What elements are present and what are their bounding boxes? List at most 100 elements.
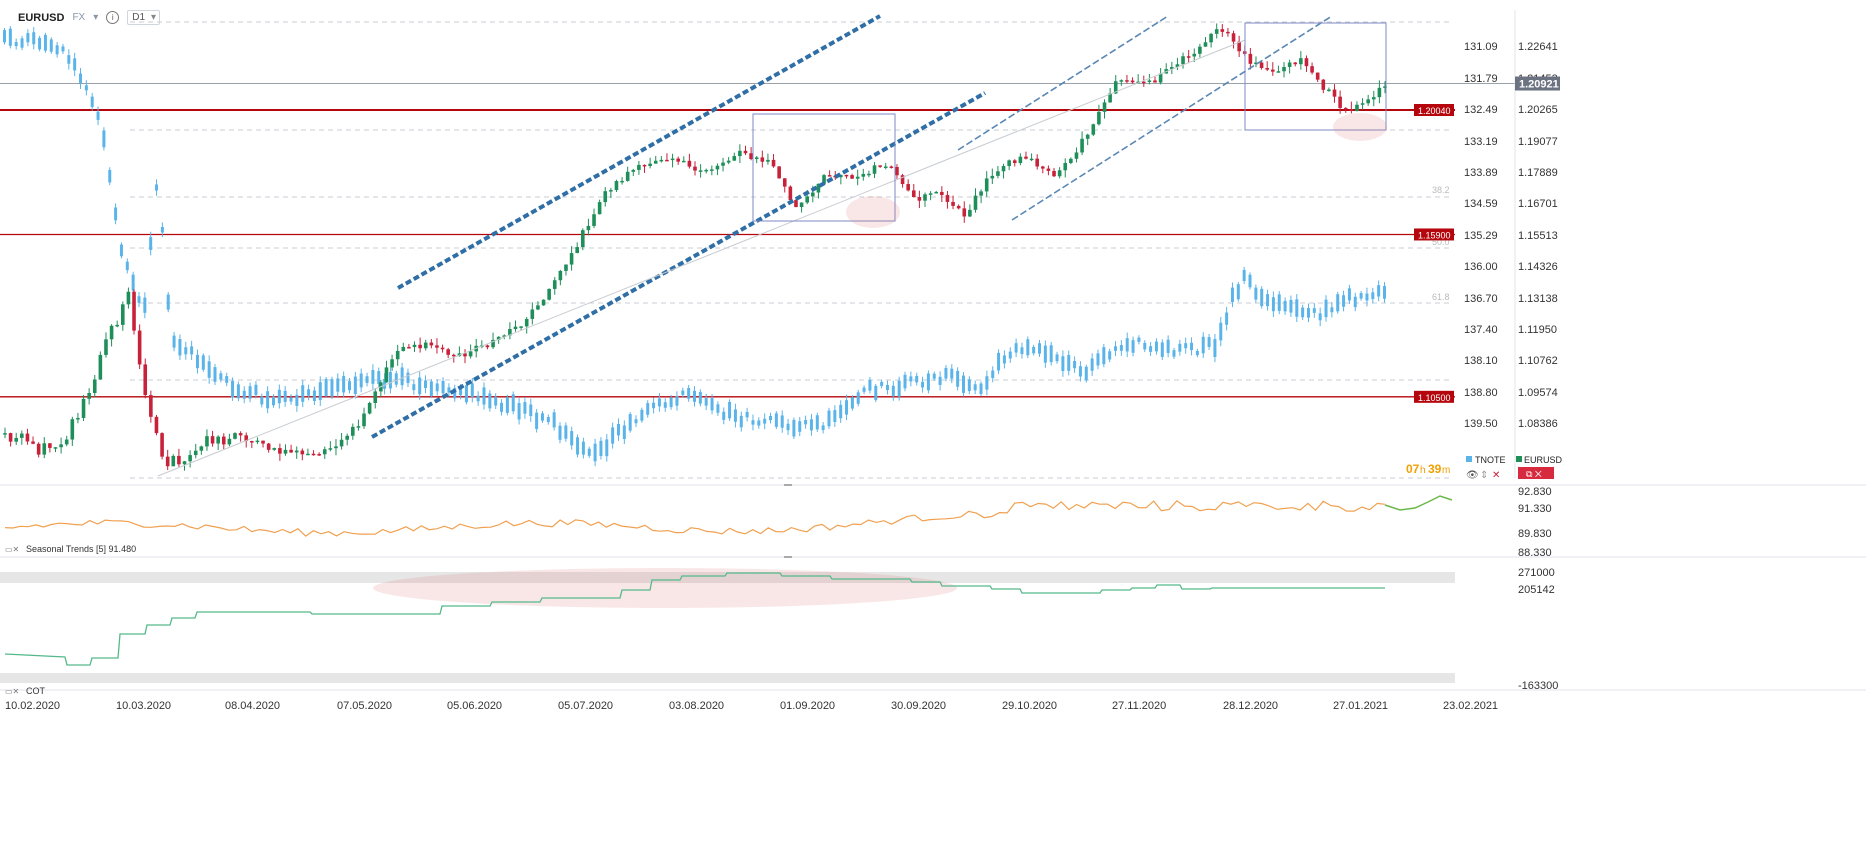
eurusd-axis-label: 1.15513 [1518,230,1558,242]
eurusd-candle [1321,79,1326,90]
channel-line-lower-2 [1011,15,1333,221]
eurusd-candle [653,160,658,164]
eurusd-candle [956,205,961,209]
eurusd-candle [1024,156,1028,159]
eurusd-candle [149,395,153,417]
eurusd-candle [687,160,692,167]
eurusd-candle [373,391,378,404]
eurusd-candle [1170,67,1174,70]
eurusd-candle [289,449,293,453]
eurusd-candle [1147,80,1152,82]
eurusd-candle [1237,41,1241,52]
eurusd-candle [1259,62,1264,68]
eurusd-candle [603,191,608,203]
eurusd-candle [1254,62,1258,65]
eurusd-candle [996,171,1000,176]
eurusd-candle [895,167,899,176]
eurusd-candle [1338,96,1342,108]
eurusd-candle [973,195,978,210]
eurusd-candle [502,335,507,337]
timeframe-select[interactable]: D1 [127,10,161,25]
eurusd-candle [968,209,972,217]
eurusd-candle [1102,102,1107,112]
eurusd-candle [861,173,866,177]
tnote-axis-label: 137.40 [1464,324,1498,336]
eurusd-axis-label: 1.20265 [1518,104,1558,116]
tnote-axis-label: 132.49 [1464,104,1498,116]
eurusd-candle [552,280,557,289]
eurusd-candle [87,393,91,399]
eurusd-candle [883,166,888,168]
eurusd-candle [1125,80,1129,82]
market-type[interactable]: FX [72,12,86,23]
level-tag [1414,390,1454,403]
eurusd-candle [210,436,215,444]
eurusd-candle [468,351,473,357]
eurusd-candle [255,440,260,443]
eurusd-candle [429,342,434,346]
eurusd-candle [637,164,641,170]
channel-line-lower [371,91,986,439]
eurusd-candle [451,354,456,357]
eurusd-candle [182,461,187,465]
symbol-name[interactable]: EURUSD [18,11,65,24]
info-icon[interactable]: i [106,11,120,24]
eurusd-candle [334,446,338,449]
move-icon: ⇕ [1480,470,1488,481]
eurusd-candle [1080,138,1084,153]
eurusd-axis-label: 1.19077 [1518,136,1558,148]
eurusd-candle [1332,89,1337,97]
eurusd-candle [732,156,737,161]
eurusd-candle [659,159,664,162]
countdown-m: m [1442,465,1450,476]
close-icon: ✕ [1492,470,1500,481]
date-axis-label: 08.04.2020 [225,700,280,712]
eurusd-candle [1119,80,1124,82]
eurusd-candle [575,247,579,254]
pane-resize-handle [784,484,792,486]
eurusd-candle [1282,66,1286,72]
fib-label: 61.8 [1432,292,1450,302]
eye-icon: 👁 [1466,470,1479,481]
eurusd-candle [760,157,765,162]
eurusd-candle [631,169,636,172]
eurusd-axis-label: 1.08386 [1518,418,1558,430]
eurusd-axis-label: 1.17889 [1518,167,1558,179]
eurusd-candle [98,354,103,380]
eurusd-candle [928,193,933,195]
eurusd-candle [261,440,265,444]
eurusd-candle [698,170,703,172]
date-axis-label: 01.09.2020 [780,700,835,712]
cot-band-bottom [0,673,1455,683]
eurusd-candle [1293,62,1298,65]
tnote-axis-label: 133.89 [1464,167,1498,179]
countdown-hours: 07 [1406,462,1420,476]
eurusd-candle [1315,72,1320,80]
date-axis-label: 29.10.2020 [1002,700,1057,712]
chevron-down-icon[interactable]: ▾ [93,12,99,23]
eurusd-candle [1035,158,1039,167]
current-price-label: 1.20921 [1519,79,1559,91]
eurusd-candle [1158,73,1163,83]
highlight-ellipse [1333,113,1387,141]
eurusd-candle [1377,87,1382,98]
eurusd-candle [872,165,877,174]
current-price-tag [1515,76,1560,91]
eurusd-candle [794,200,798,208]
date-axis-label: 27.01.2021 [1333,700,1388,712]
eurusd-candle [1192,53,1197,57]
eurusd-candle [1130,80,1135,83]
eurusd-candle [446,349,450,355]
eurusd-candle [496,336,501,340]
eurusd-candle [940,191,944,196]
eurusd-candle [356,426,361,428]
eurusd-series [3,23,1387,471]
eurusd-candle [962,208,967,217]
eurusd-candle [317,454,321,456]
eurusd-candle [1007,160,1011,167]
eurusd-candle [934,191,939,194]
eurusd-candle [384,367,389,383]
eurusd-candle [306,453,310,456]
eurusd-candle [676,158,680,162]
